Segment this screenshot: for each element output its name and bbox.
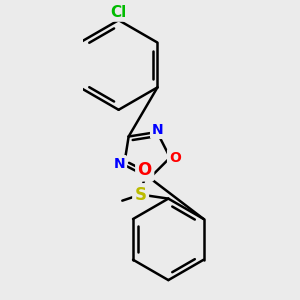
Text: O: O bbox=[169, 151, 181, 165]
Text: N: N bbox=[113, 157, 125, 171]
Text: S: S bbox=[135, 185, 147, 203]
Text: N: N bbox=[152, 123, 164, 137]
Text: Cl: Cl bbox=[110, 4, 127, 20]
Text: O: O bbox=[138, 161, 152, 179]
